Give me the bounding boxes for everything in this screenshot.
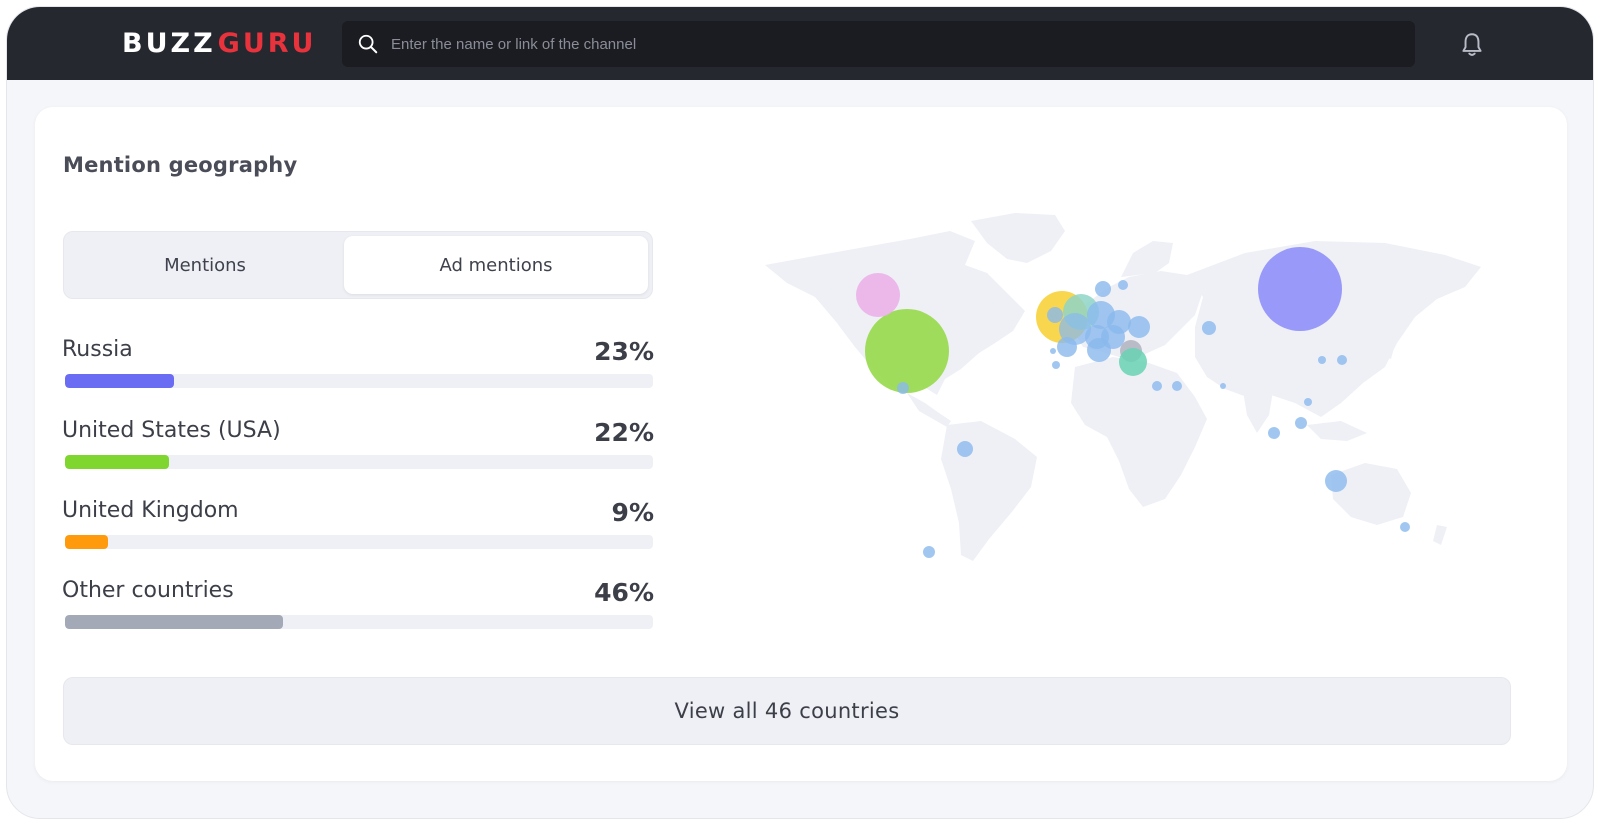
logo-buzz: BUZZ [122, 27, 216, 59]
map-bubble[interactable] [1095, 281, 1111, 297]
map-bubble[interactable] [1318, 356, 1326, 364]
share-bar-fill [65, 455, 170, 469]
view-all-countries-button[interactable]: View all 46 countries [63, 677, 1511, 745]
country-name: Russia [62, 337, 133, 362]
logo[interactable]: BUZZ GURU [122, 27, 317, 59]
map-bubble[interactable] [1268, 427, 1280, 439]
map-bubble[interactable] [856, 273, 900, 317]
map-bubble[interactable] [1325, 470, 1347, 492]
africa-land [1071, 357, 1207, 507]
central-america-land [907, 393, 951, 427]
map-bubble[interactable] [1050, 348, 1056, 354]
card-title: Mention geography [63, 153, 298, 177]
map-bubbles [856, 247, 1410, 558]
search-input[interactable] [391, 35, 1415, 53]
country-percent: 9% [611, 498, 654, 527]
map-land [765, 213, 1481, 561]
country-percent: 22% [594, 418, 654, 447]
map-bubble[interactable] [1337, 355, 1347, 365]
mention-geography-card: Mention geography Mentions Ad mentions R… [35, 107, 1567, 781]
share-bar-track [65, 455, 653, 469]
search-icon [358, 34, 378, 54]
logo-guru: GURU [217, 27, 317, 59]
se-asia-islands-land [1307, 421, 1367, 441]
map-bubble[interactable] [923, 546, 935, 558]
map-bubble[interactable] [1119, 348, 1147, 376]
map-bubble[interactable] [1052, 361, 1060, 369]
share-bar-fill [65, 374, 174, 388]
tab-mentions[interactable]: Mentions [164, 254, 246, 276]
country-percent: 46% [594, 578, 654, 607]
app-window: BUZZ GURU Mention geography Mentions Ad … [6, 6, 1594, 819]
country-row: Other countries 46% [62, 578, 654, 638]
mentions-toggle: Mentions Ad mentions [63, 231, 653, 299]
share-bar-track [65, 615, 653, 629]
map-bubble[interactable] [1202, 321, 1216, 335]
country-percent: 23% [594, 337, 654, 366]
search-bar[interactable] [342, 21, 1415, 67]
map-bubble[interactable] [1128, 316, 1150, 338]
south-america-land [941, 421, 1037, 561]
japan-land [1381, 327, 1397, 359]
map-bubble[interactable] [1258, 247, 1342, 331]
map-bubble[interactable] [1152, 381, 1162, 391]
share-bar-fill [65, 615, 283, 629]
map-bubble[interactable] [1057, 337, 1077, 357]
bell-icon[interactable] [1459, 31, 1485, 59]
map-bubble[interactable] [1047, 307, 1063, 323]
map-bubble[interactable] [1295, 417, 1307, 429]
country-row: United States (USA) 22% [62, 418, 654, 478]
country-name: United Kingdom [62, 498, 239, 523]
india-land [1243, 391, 1273, 433]
map-bubble[interactable] [957, 441, 973, 457]
greenland-land [971, 213, 1065, 263]
share-bar-track [65, 535, 653, 549]
new-zealand-land [1433, 525, 1447, 545]
map-bubble[interactable] [1118, 280, 1128, 290]
map-bubble[interactable] [865, 309, 949, 393]
country-name: Other countries [62, 578, 234, 603]
map-bubble[interactable] [1304, 398, 1312, 406]
world-map [765, 213, 1481, 561]
tab-ad-mentions[interactable]: Ad mentions [344, 236, 648, 294]
map-bubble[interactable] [1087, 338, 1111, 362]
map-bubble[interactable] [1172, 381, 1182, 391]
map-bubble[interactable] [897, 382, 909, 394]
country-name: United States (USA) [62, 418, 281, 443]
top-bar: BUZZ GURU [7, 7, 1593, 80]
map-bubble[interactable] [1220, 383, 1226, 389]
map-bubble[interactable] [1400, 522, 1410, 532]
share-bar-track [65, 374, 653, 388]
australia-land [1331, 463, 1411, 525]
country-row: United Kingdom 9% [62, 498, 654, 558]
share-bar-fill [65, 535, 108, 549]
country-row: Russia 23% [62, 337, 654, 397]
scandinavia-land [1121, 241, 1173, 277]
